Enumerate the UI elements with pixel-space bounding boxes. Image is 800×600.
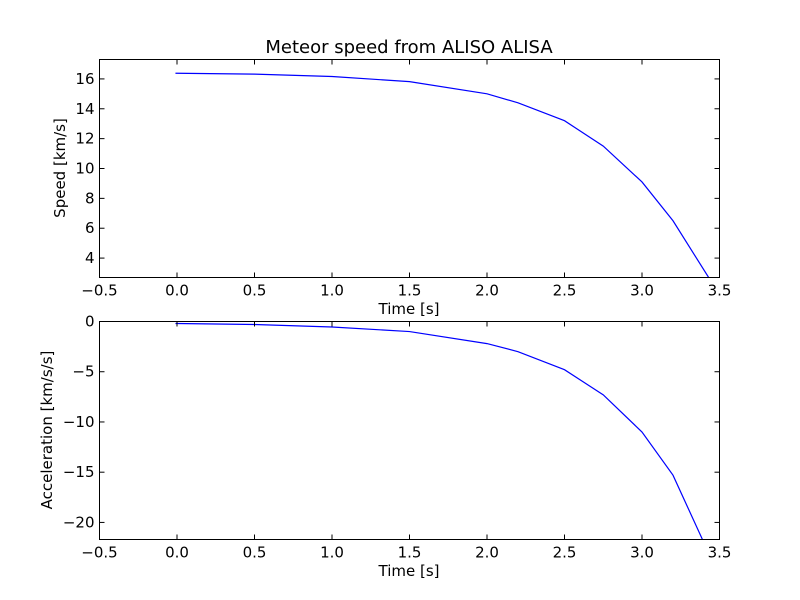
speed-x-tick-label: 1.5 bbox=[398, 282, 422, 300]
speed-y-tick-label: 10 bbox=[75, 160, 94, 178]
speed-y-tick-label: 8 bbox=[85, 189, 95, 207]
speed-x-tick-label: 0.5 bbox=[243, 282, 267, 300]
acceleration-y-ticks: 0 −5 −10 −15 −20 bbox=[63, 313, 720, 531]
acceleration-series-line-0 bbox=[175, 322, 703, 540]
speed-series-line-0 bbox=[175, 72, 710, 278]
speed-y-tick-label: 16 bbox=[75, 70, 94, 88]
acceleration-x-tick-label: 2.5 bbox=[553, 544, 577, 562]
acceleration-y-tick-label: −5 bbox=[72, 363, 94, 381]
speed-y-ticks: 4 6 8 10 12 14 16 bbox=[75, 70, 720, 267]
speed-chart-title: Meteor speed from ALISO ALISA bbox=[265, 37, 553, 58]
acceleration-y-tick-label: 0 bbox=[85, 313, 95, 331]
speed-x-ticks: −0.5 0.0 0.5 1.0 1.5 2.0 2.5 3.0 3.5 bbox=[81, 59, 732, 300]
acceleration-plot-frame bbox=[99, 321, 720, 540]
acceleration-x-tick-label: −0.5 bbox=[81, 544, 117, 562]
speed-x-tick-label: 3.0 bbox=[630, 282, 654, 300]
speed-chart: Meteor speed from ALISO ALISA −0.5 0.0 0.5… bbox=[51, 37, 731, 318]
acceleration-x-axis-label: Time [s] bbox=[378, 562, 440, 580]
speed-x-tick-label: 2.0 bbox=[475, 282, 499, 300]
acceleration-y-tick-label: −10 bbox=[63, 413, 95, 431]
acceleration-x-tick-label: 3.0 bbox=[630, 544, 654, 562]
speed-plot-frame bbox=[99, 59, 720, 278]
acceleration-y-axis-label: Acceleration [km/s/s] bbox=[38, 351, 56, 510]
acceleration-x-tick-label: 0.5 bbox=[243, 544, 267, 562]
acceleration-x-tick-label: 3.5 bbox=[708, 544, 732, 562]
acceleration-series-group bbox=[175, 322, 703, 540]
speed-y-tick-label: 6 bbox=[85, 219, 95, 237]
speed-x-tick-label: 3.5 bbox=[708, 282, 732, 300]
speed-y-axis-label: Speed [km/s] bbox=[51, 118, 69, 218]
speed-series-group bbox=[175, 72, 710, 278]
speed-x-tick-label: −0.5 bbox=[81, 282, 117, 300]
speed-y-tick-label: 12 bbox=[75, 130, 94, 148]
acceleration-x-tick-label: 1.5 bbox=[398, 544, 422, 562]
acceleration-y-tick-label: −20 bbox=[63, 513, 95, 531]
acceleration-x-tick-label: 0.0 bbox=[165, 544, 189, 562]
speed-x-tick-label: 0.0 bbox=[165, 282, 189, 300]
speed-y-tick-label: 4 bbox=[85, 249, 95, 267]
acceleration-x-ticks: −0.5 0.0 0.5 1.0 1.5 2.0 2.5 3.0 3.5 bbox=[81, 321, 732, 562]
acceleration-x-tick-label: 1.0 bbox=[320, 544, 344, 562]
speed-x-axis-label: Time [s] bbox=[378, 300, 440, 318]
acceleration-x-tick-label: 2.0 bbox=[475, 544, 499, 562]
acceleration-y-tick-label: −15 bbox=[63, 463, 95, 481]
speed-y-tick-label: 14 bbox=[75, 100, 94, 118]
speed-x-tick-label: 2.5 bbox=[553, 282, 577, 300]
speed-x-tick-label: 1.0 bbox=[320, 282, 344, 300]
acceleration-chart: −0.5 0.0 0.5 1.0 1.5 2.0 2.5 3.0 3.5 0 −5 −10 −15 −2… bbox=[38, 313, 731, 581]
